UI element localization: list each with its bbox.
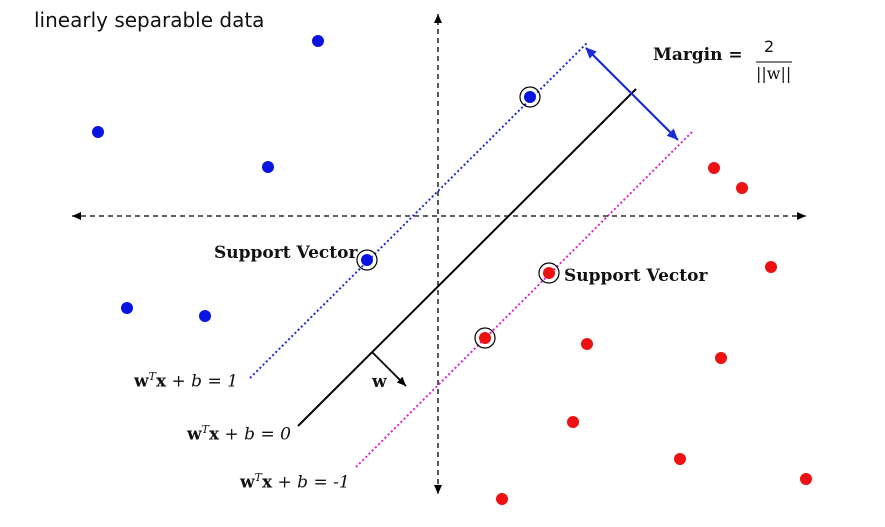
class-negative-points [479, 162, 812, 505]
w-vector-label: w [372, 372, 387, 392]
decision-hyperplane [297, 88, 637, 427]
data-point [715, 352, 727, 364]
margin-arrow [585, 47, 679, 141]
w-vector-arrow [371, 351, 407, 387]
margin-denominator: ||w|| [756, 64, 792, 83]
data-point [121, 302, 133, 314]
data-point [765, 261, 777, 273]
support-vector-label-right: Support Vector [564, 266, 708, 286]
equation-plus-one: wTx + b = 1 [134, 370, 238, 392]
data-point [262, 161, 274, 173]
data-point [312, 35, 324, 47]
data-point [800, 473, 812, 485]
data-point [736, 182, 748, 194]
data-point [708, 162, 720, 174]
margin-line-minus [355, 129, 695, 468]
equation-minus-one: wTx + b = -1 [240, 471, 350, 493]
support-vector-point [479, 332, 491, 344]
support-vector-point [543, 267, 555, 279]
data-point [199, 310, 211, 322]
support-vector-label-left: Support Vector [214, 243, 358, 263]
class-positive-points [92, 35, 536, 322]
data-point [567, 416, 579, 428]
data-point [496, 493, 508, 505]
support-vector-point [524, 91, 536, 103]
support-vector-point [361, 254, 373, 266]
margin-line-plus [249, 41, 589, 379]
margin-label: Margin = [653, 45, 743, 65]
data-point [92, 126, 104, 138]
margin-numerator: 2 [764, 37, 775, 56]
diagram-title: linearly separable data [34, 8, 265, 32]
data-point [581, 338, 593, 350]
equation-zero: wTx + b = 0 [187, 423, 291, 445]
data-point [674, 453, 686, 465]
support-vector-rings [356, 86, 560, 349]
